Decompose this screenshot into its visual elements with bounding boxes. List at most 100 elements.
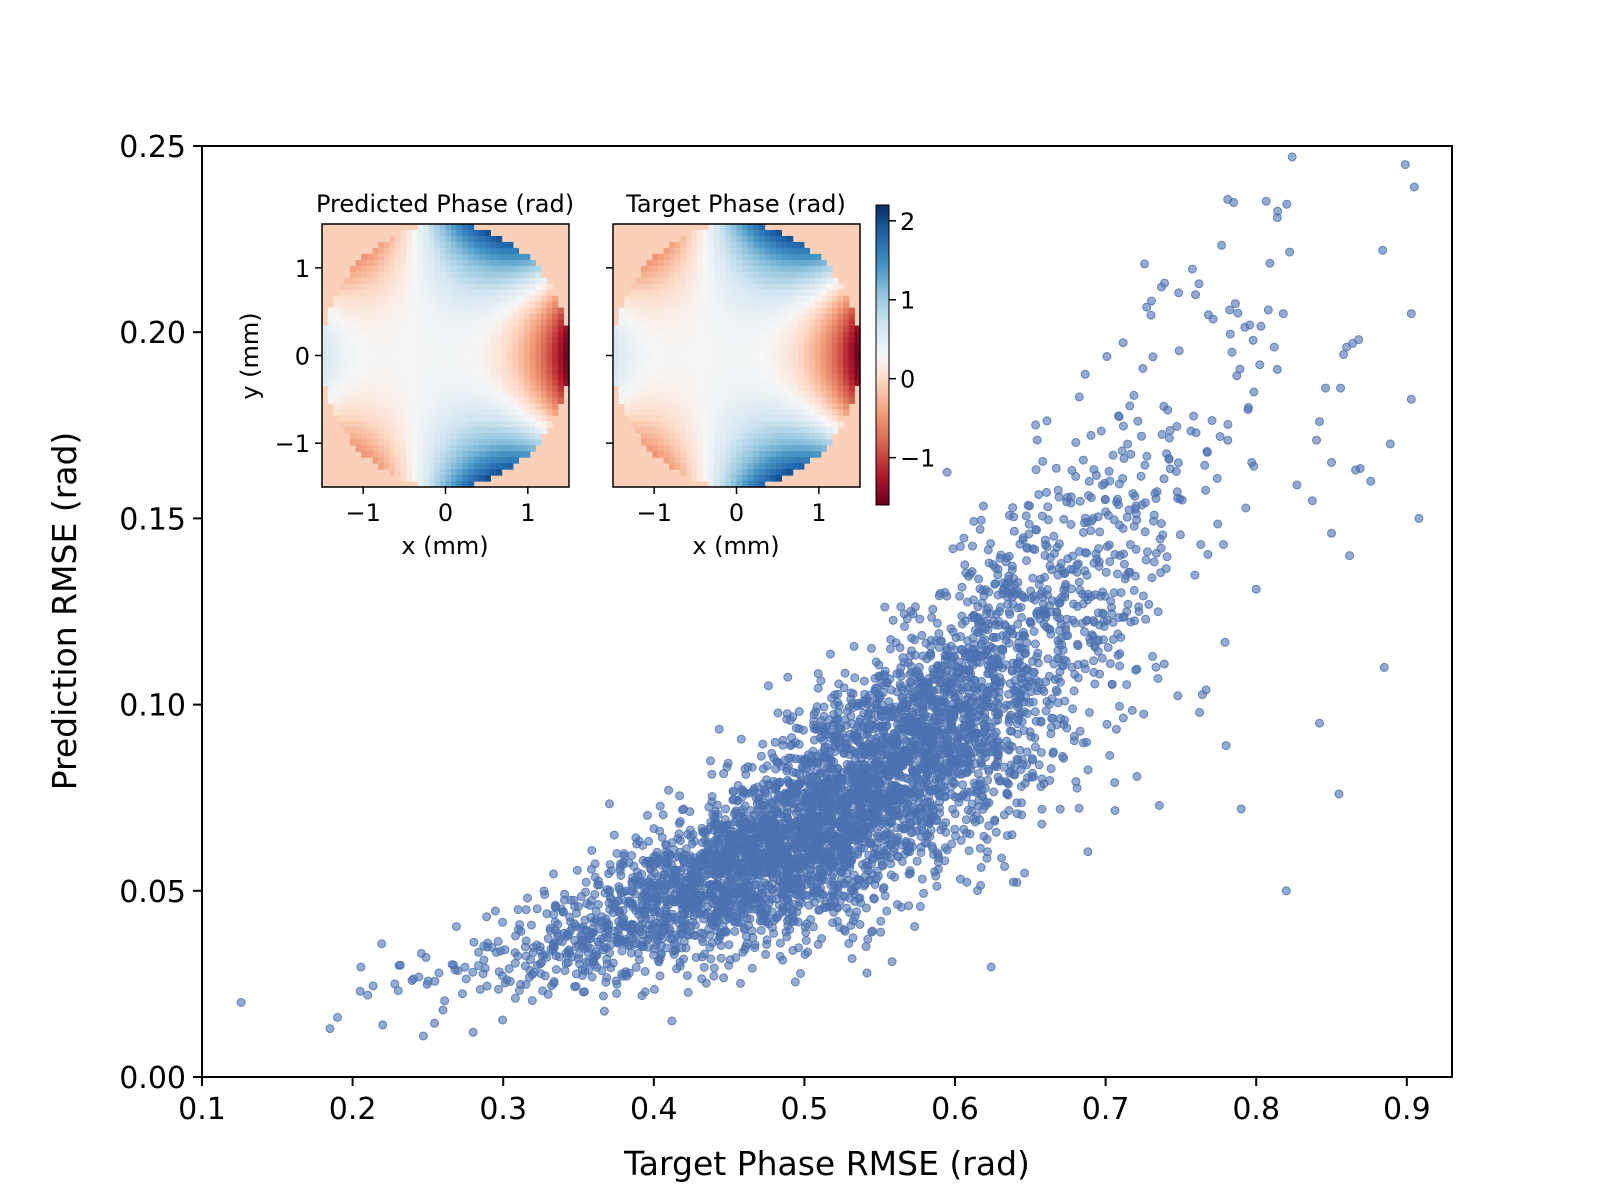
- scatter-point: [673, 834, 683, 843]
- scatter-point: [850, 912, 860, 922]
- scatter-point: [825, 649, 835, 659]
- scatter-point: [698, 929, 708, 939]
- heatmap-cell: [361, 325, 368, 333]
- scatter-point: [1307, 496, 1317, 506]
- scatter-point: [845, 729, 855, 739]
- scatter-point: [847, 767, 857, 777]
- scatter-point: [769, 928, 779, 938]
- scatter-point: [571, 969, 581, 979]
- scatter-point: [847, 954, 857, 964]
- scatter-point: [741, 852, 751, 862]
- scatter-point: [848, 698, 857, 708]
- scatter-point: [560, 966, 570, 976]
- scatter-point: [1219, 540, 1228, 549]
- scatter-point: [449, 960, 458, 970]
- scatter-point: [952, 737, 962, 747]
- scatter-point: [649, 824, 659, 834]
- scatter-point: [814, 811, 824, 821]
- heatmap-cell: [350, 301, 357, 309]
- scatter-point: [646, 872, 656, 882]
- scatter-point: [1037, 684, 1047, 694]
- scatter-point: [675, 817, 685, 826]
- scatter-point: [1039, 605, 1049, 615]
- scatter-point: [1029, 627, 1039, 636]
- scatter-point: [740, 874, 750, 884]
- scatter-point: [616, 888, 626, 898]
- scatter-point: [975, 843, 985, 853]
- scatter-point: [974, 738, 984, 748]
- scatter-point: [854, 791, 864, 801]
- scatter-point: [617, 946, 627, 956]
- heatmap-cell: [355, 439, 362, 446]
- scatter-point: [510, 993, 520, 1003]
- scatter-point: [979, 591, 989, 601]
- scatter-point: [1053, 698, 1063, 708]
- scatter-point: [629, 861, 639, 871]
- scatter-point: [771, 805, 781, 814]
- scatter-point: [975, 524, 985, 534]
- scatter-point: [999, 703, 1009, 713]
- heatmap-cell: [344, 337, 351, 345]
- scatter-point: [871, 657, 881, 667]
- scatter-point: [562, 929, 572, 939]
- scatter-point: [717, 824, 727, 834]
- scatter-point: [749, 856, 759, 866]
- scatter-point: [947, 839, 957, 849]
- scatter-point: [1207, 416, 1217, 425]
- scatter-point: [560, 889, 570, 899]
- scatter-point: [1133, 416, 1143, 426]
- scatter-point: [407, 976, 417, 985]
- heatmap-cell: [344, 319, 351, 327]
- scatter-point: [527, 996, 537, 1006]
- scatter-point: [1004, 740, 1014, 750]
- scatter-point: [1084, 491, 1094, 500]
- scatter-point: [724, 960, 734, 970]
- scatter-point: [1090, 679, 1100, 689]
- scatter-point: [840, 668, 850, 678]
- scatter-point: [1124, 505, 1134, 515]
- heatmap-cell: [355, 379, 362, 386]
- scatter-point: [860, 764, 870, 774]
- scatter-point: [1247, 458, 1257, 467]
- heatmap-cell: [361, 409, 368, 416]
- scatter-point: [1018, 592, 1028, 602]
- scatter-point: [1100, 478, 1109, 488]
- scatter-point: [937, 636, 946, 646]
- heatmap-cell: [322, 367, 329, 375]
- heatmap-cell: [333, 337, 340, 345]
- scatter-point: [418, 1031, 428, 1041]
- heatmap-cell: [333, 313, 340, 321]
- scatter-point: [572, 865, 582, 875]
- scatter-point: [904, 840, 914, 850]
- scatter-point: [1102, 352, 1112, 361]
- scatter-point: [1026, 586, 1036, 596]
- scatter-point: [904, 869, 914, 879]
- scatter-point: [1163, 405, 1173, 415]
- heatmap-cell: [338, 415, 346, 422]
- scatter-point: [833, 689, 843, 699]
- scatter-point: [1265, 258, 1275, 268]
- scatter-point: [479, 955, 489, 965]
- scatter-point: [993, 590, 1003, 600]
- scatter-point: [886, 685, 896, 695]
- scatter-point: [750, 943, 760, 953]
- heatmap-cell: [366, 277, 374, 285]
- scatter-point: [932, 618, 942, 628]
- scatter-point: [430, 1018, 439, 1028]
- heatmap-cell: [355, 403, 362, 410]
- scatter-point: [876, 711, 886, 721]
- scatter-point: [792, 783, 802, 793]
- scatter-point: [867, 643, 876, 653]
- scatter-point: [1263, 305, 1273, 315]
- scatter-point: [760, 855, 770, 865]
- scatter-point: [1002, 831, 1012, 841]
- scatter-point: [661, 897, 671, 907]
- scatter-point: [1086, 638, 1095, 648]
- heatmap-cell: [338, 361, 346, 369]
- scatter-point: [766, 843, 776, 853]
- scatter-point: [902, 614, 912, 624]
- scatter-point: [1009, 512, 1019, 522]
- scatter-point: [1175, 530, 1185, 540]
- heatmap-cell: [338, 421, 346, 428]
- scatter-point: [1093, 608, 1103, 618]
